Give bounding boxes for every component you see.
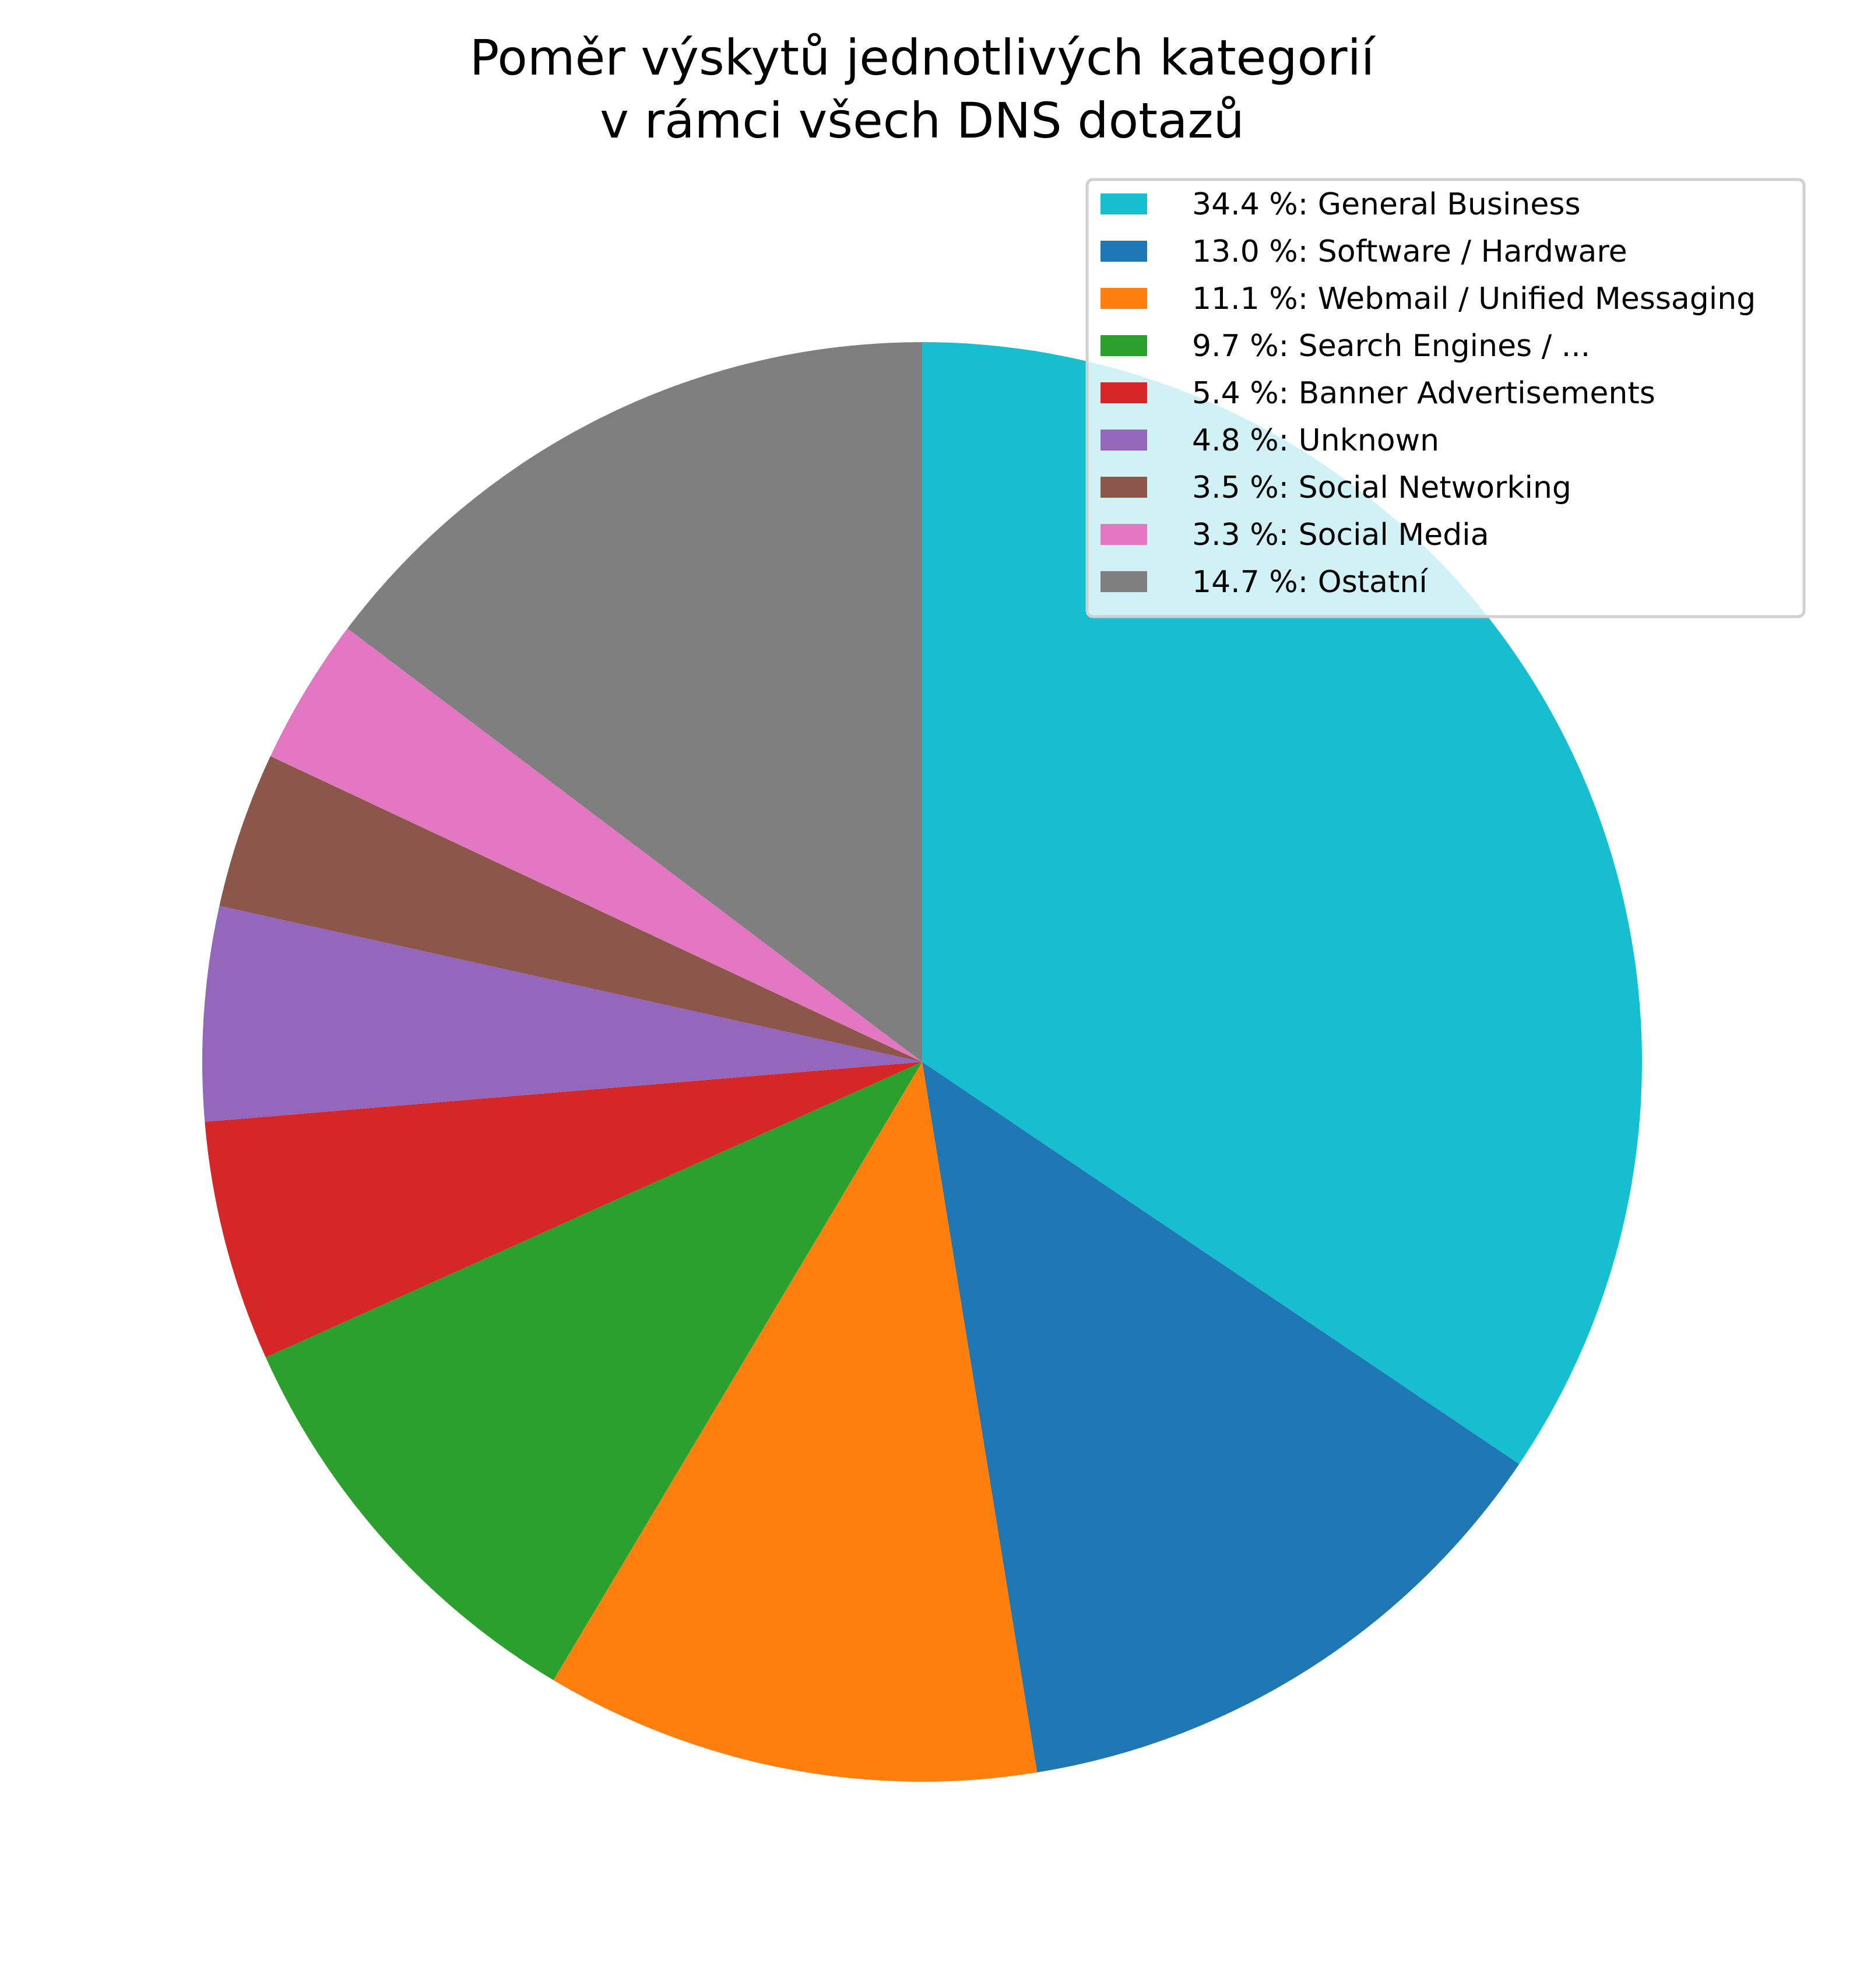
legend-swatch-5 xyxy=(1100,382,1147,403)
legend-swatch-8 xyxy=(1100,524,1147,545)
legend-label-1: 34.4 %: General Business xyxy=(1192,187,1581,222)
legend-frame xyxy=(1085,178,1806,618)
chart-title: Poměr výskytů jednotlivých kategorií v r… xyxy=(470,29,1376,149)
legend-label-8: 3.3 %: Social Media xyxy=(1192,518,1489,553)
legend-label-2: 13.0 %: Software / Hardware xyxy=(1192,234,1627,269)
legend-label-5: 5.4 %: Banner Advertisements xyxy=(1192,376,1655,411)
chart-title-line-1: Poměr výskytů jednotlivých kategorií xyxy=(470,29,1376,86)
pie-slice-9 xyxy=(347,342,922,1062)
pie-slice-4 xyxy=(265,1062,923,1680)
pie-slice-8 xyxy=(270,628,923,1062)
legend-swatch-1 xyxy=(1100,193,1147,214)
chart-title-line-2: v rámci všech DNS dotazů xyxy=(600,92,1244,149)
pie-slice-5 xyxy=(205,1062,922,1357)
legend-label-7: 3.5 %: Social Networking xyxy=(1192,470,1571,505)
pie-slices xyxy=(202,342,1643,1782)
legend-items: 34.4 %: General Business 13.0 %: Software… xyxy=(1100,187,1756,600)
pie-slice-2 xyxy=(922,1062,1520,1773)
legend-swatch-3 xyxy=(1100,288,1147,309)
legend-swatch-7 xyxy=(1100,477,1147,498)
pie-slice-6 xyxy=(202,906,923,1122)
legend-swatch-9 xyxy=(1100,571,1147,592)
pie-slice-3 xyxy=(553,1062,1038,1782)
pie-slice-1 xyxy=(922,342,1643,1464)
pie-slice-7 xyxy=(219,756,922,1062)
legend-label-3: 11.1 %: Webmail / Unified Messaging xyxy=(1192,282,1756,316)
legend-label-4: 9.7 %: Search Engines / ... xyxy=(1192,329,1590,364)
legend-swatch-4 xyxy=(1100,335,1147,356)
legend: 34.4 %: General Business 13.0 %: Software… xyxy=(1085,178,1806,618)
legend-label-9: 14.7 %: Ostatní xyxy=(1192,565,1428,600)
legend-swatch-2 xyxy=(1100,241,1147,262)
legend-label-6: 4.8 %: Unknown xyxy=(1192,423,1439,458)
legend-swatch-6 xyxy=(1100,430,1147,451)
